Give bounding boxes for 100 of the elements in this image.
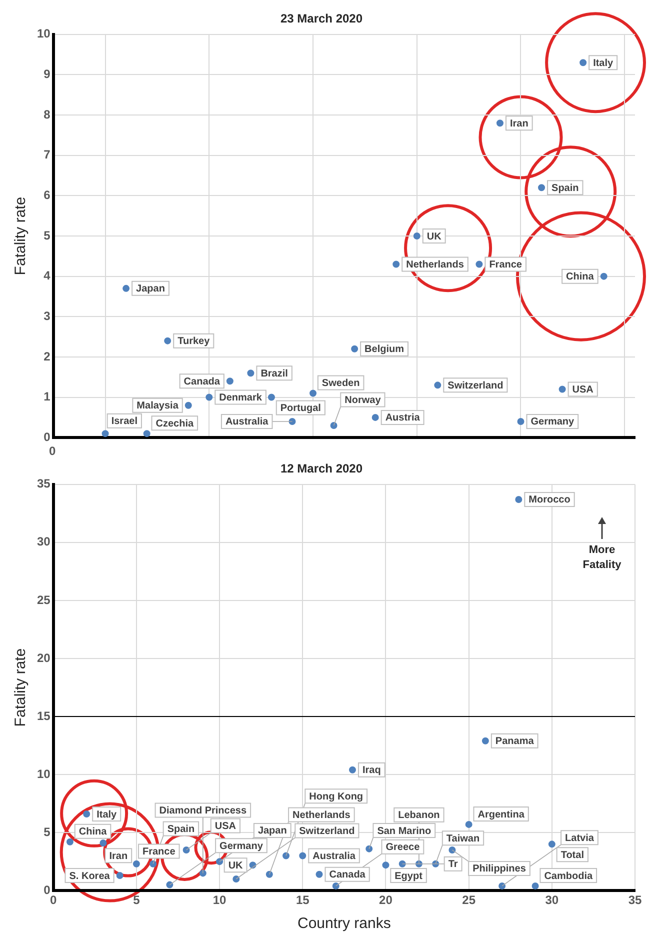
point: [247, 370, 254, 377]
point: [372, 414, 379, 421]
point: [434, 382, 442, 389]
point: [226, 378, 234, 385]
annotation: China: [566, 272, 594, 283]
annotation: Iran: [510, 118, 528, 130]
point: [282, 852, 290, 860]
point: [515, 496, 522, 503]
annotation: France: [489, 259, 522, 270]
annotation: Germany: [220, 840, 264, 852]
annotation: UK: [426, 231, 442, 242]
annotation: Philippines: [472, 864, 526, 875]
point: [310, 390, 317, 397]
y-tick-label: 6: [44, 188, 51, 202]
y-axis-title: Fatality rate: [12, 648, 30, 727]
annotation: Canada: [329, 870, 366, 881]
point: [268, 394, 275, 401]
annotation: Brazil: [260, 368, 288, 380]
annotation: Israel: [111, 416, 138, 428]
annotation: S. Korea: [69, 870, 110, 882]
point: [351, 345, 358, 352]
point: [600, 272, 608, 280]
annotation: Lebanon: [398, 810, 440, 822]
annotation: Portugal: [280, 402, 322, 414]
x-tick-label: 15: [296, 893, 310, 908]
point: [548, 840, 556, 848]
annotation: Netherlands: [406, 259, 464, 270]
y-tick-label: 15: [36, 708, 51, 723]
annotation: Hong Kong: [309, 791, 364, 802]
x-tick-label: 10: [212, 893, 227, 908]
annotation: Japan: [258, 826, 287, 837]
annotation: Italy: [96, 809, 118, 820]
point: [498, 882, 506, 890]
point: [132, 860, 140, 868]
point: [532, 882, 539, 890]
point: [184, 402, 192, 409]
point: [348, 766, 356, 774]
point: [382, 862, 390, 869]
y-tick-label: 5: [44, 824, 51, 839]
annotation: More Fatality: [582, 542, 622, 573]
point: [580, 59, 587, 66]
annotation: Switzerland: [448, 380, 504, 392]
annotation: Iraq: [362, 765, 381, 776]
point: [182, 846, 190, 854]
annotation: Italy: [593, 58, 614, 69]
point: [392, 260, 400, 268]
y-tick-label: 0: [44, 882, 51, 897]
annotation: Switzerland: [299, 826, 355, 837]
annotation: Iran: [109, 850, 128, 862]
annotation: Austria: [385, 412, 420, 424]
point: [558, 386, 566, 393]
point: [164, 337, 172, 344]
y-tick-label: 4: [44, 268, 51, 283]
point: [232, 875, 240, 882]
y-tick-label: 7: [44, 148, 51, 162]
annotation: Greece: [386, 842, 420, 854]
y-tick-label: 3: [44, 308, 51, 323]
y-tick-label: 8: [44, 107, 51, 122]
point: [150, 860, 157, 868]
annotation: Turkey: [178, 336, 210, 348]
point: [413, 232, 420, 240]
point: [517, 418, 524, 425]
y-tick-label: 10: [36, 766, 51, 781]
point: [330, 422, 338, 430]
y-tick-label: 30: [36, 534, 51, 549]
annotation: Panama: [495, 736, 534, 748]
y-tick-label: 25: [36, 592, 51, 607]
annotation: Japan: [136, 284, 165, 295]
point: [206, 394, 213, 401]
annotation: Netherlands: [292, 810, 351, 821]
annotation: Belgium: [364, 344, 404, 356]
point: [216, 858, 224, 866]
point: [166, 881, 174, 888]
annotation: Argentina: [478, 809, 525, 820]
annotation: Denmark: [219, 392, 262, 404]
annotation: Canada: [184, 376, 220, 388]
y-tick-label: 10: [36, 26, 51, 41]
point: [100, 840, 107, 847]
point: [116, 872, 124, 880]
y-tick-label: 9: [44, 67, 51, 82]
point: [366, 845, 373, 852]
point: [476, 260, 483, 268]
y-tick-label: 1: [44, 390, 51, 404]
annotation: Total: [560, 850, 584, 861]
y-tick-label: 5: [44, 228, 51, 242]
point: [143, 430, 150, 438]
annotation: Malaysia: [136, 400, 179, 412]
annotation: Tr: [448, 859, 458, 870]
annotation: China: [78, 826, 108, 838]
annotation: Egypt: [394, 870, 424, 882]
point: [465, 820, 472, 828]
annotation: Taiwan: [446, 833, 480, 844]
annotation: UK: [228, 860, 244, 872]
annotation: USA: [572, 384, 594, 396]
annotation: Australia: [225, 416, 269, 428]
point: [122, 284, 130, 292]
point: [83, 810, 90, 818]
point: [482, 737, 489, 744]
annotation: Germany: [530, 416, 575, 428]
y-axis-title: Fatality rate: [12, 196, 30, 276]
